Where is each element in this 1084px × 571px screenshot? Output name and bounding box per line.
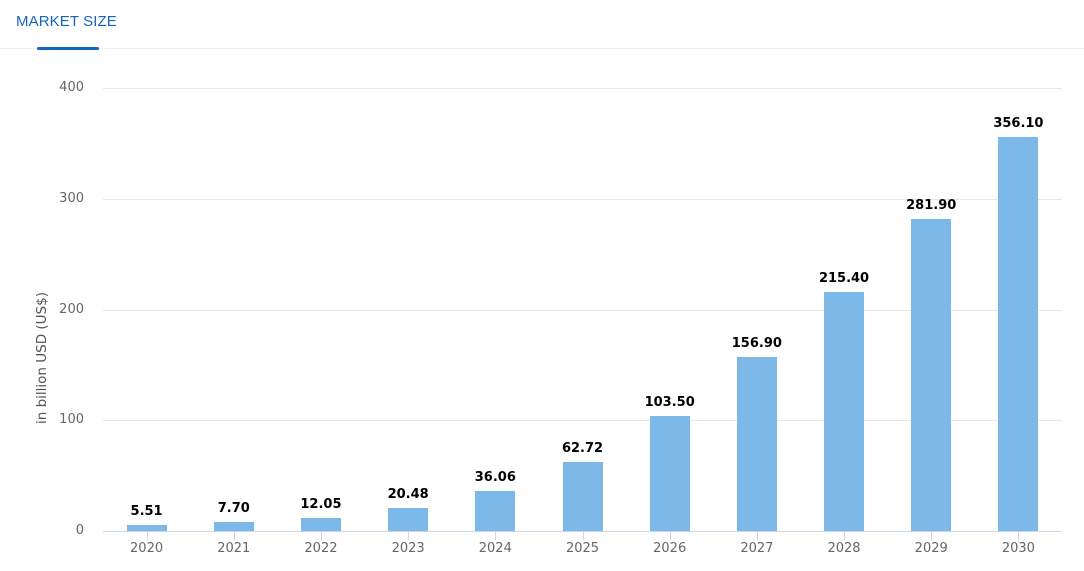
bar-2028[interactable]	[824, 292, 865, 531]
bar-2030[interactable]	[998, 136, 1039, 531]
x-tick-label: 2021	[217, 541, 251, 556]
x-tick-mark	[756, 532, 758, 540]
data-label: 12.05	[300, 496, 342, 512]
gridline	[103, 88, 1062, 89]
data-label: 103.50	[644, 395, 695, 411]
tab-bar: MARKET SIZE	[0, 0, 1084, 50]
data-label: 7.70	[217, 501, 250, 517]
x-tick-mark	[146, 532, 148, 540]
data-label: 20.48	[387, 487, 429, 503]
data-label: 281.90	[906, 197, 957, 213]
bar-2020[interactable]	[126, 524, 167, 531]
y-tick-label: 0	[75, 523, 84, 538]
x-tick-mark	[408, 532, 410, 540]
bar-2022[interactable]	[300, 517, 341, 531]
x-tick-label: 2030	[1001, 541, 1035, 556]
bar-2023[interactable]	[388, 508, 429, 531]
data-label: 5.51	[130, 503, 163, 519]
x-tick-label: 2025	[565, 541, 600, 556]
y-tick-label: 200	[59, 301, 84, 317]
bar-2021[interactable]	[213, 522, 254, 531]
bar-2029[interactable]	[911, 218, 952, 531]
x-tick-label: 2028	[827, 541, 861, 556]
x-tick-label: 2026	[653, 541, 687, 556]
gridline	[103, 420, 1062, 422]
active-tab-indicator	[37, 47, 99, 50]
x-tick-label: 2022	[304, 541, 338, 556]
y-tick-label: 100	[59, 412, 84, 428]
x-tick-mark	[582, 532, 584, 540]
x-tick-mark	[320, 532, 322, 540]
data-label: 62.72	[561, 440, 604, 456]
tab-market-size[interactable]: MARKET SIZE	[16, 13, 117, 30]
x-tick-label: 2029	[914, 541, 948, 556]
x-tick-label: 2027	[740, 541, 774, 556]
bar-2027[interactable]	[736, 357, 777, 531]
bar-2025[interactable]	[562, 461, 603, 531]
data-label: 215.40	[818, 271, 870, 287]
x-tick-label: 2023	[391, 541, 425, 556]
bar-2026[interactable]	[649, 416, 690, 531]
x-tick-mark	[1018, 532, 1020, 540]
x-tick-mark	[495, 532, 497, 540]
y-tick-label: 400	[59, 80, 84, 95]
gridline	[103, 198, 1062, 200]
x-tick-mark	[233, 532, 235, 540]
x-tick-mark	[844, 532, 846, 540]
data-label: 36.06	[474, 470, 516, 486]
bar-chart: in billion USD (US$) 0 100 200 300 400 5.51 20…	[0, 50, 1084, 571]
x-tick-label: 2024	[478, 541, 512, 556]
data-label: 356.10	[993, 115, 1044, 131]
data-label: 156.90	[731, 336, 782, 352]
y-tick-label: 300	[59, 190, 84, 206]
x-axis-line	[103, 531, 1062, 532]
x-tick-mark	[669, 532, 671, 540]
gridline	[103, 309, 1062, 311]
x-tick-mark	[931, 532, 933, 540]
bar-2024[interactable]	[475, 491, 516, 531]
x-tick-label: 2020	[130, 541, 164, 556]
